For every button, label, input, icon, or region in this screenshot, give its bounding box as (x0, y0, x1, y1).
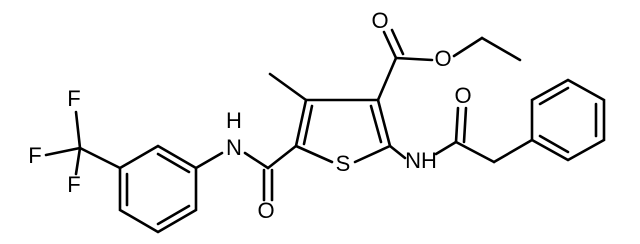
bond (156, 204, 191, 226)
atom-label: O (434, 46, 451, 71)
atom-label: O (371, 8, 388, 33)
atom-label: O (257, 198, 274, 223)
bond (454, 140, 496, 164)
bond (538, 86, 570, 106)
atom-label: O (454, 83, 471, 108)
bond (434, 140, 458, 156)
bond (376, 98, 392, 148)
bond (302, 104, 314, 146)
bonds (44, 28, 606, 234)
bond (492, 138, 534, 164)
atom-label: S (336, 151, 351, 176)
bond (294, 144, 334, 164)
bond (480, 36, 522, 62)
bond (266, 144, 298, 170)
bond (194, 151, 224, 170)
bond (44, 146, 82, 157)
bond (452, 36, 484, 58)
atom-label: F (28, 143, 41, 168)
ring (118, 144, 198, 234)
atom-label: F (67, 172, 80, 197)
bond (74, 110, 82, 150)
bond (243, 151, 270, 170)
bond (388, 144, 407, 160)
bond (390, 28, 405, 56)
bond (268, 72, 308, 102)
bond (369, 104, 383, 144)
bond (462, 106, 468, 144)
bond (376, 56, 398, 102)
bond (78, 146, 122, 170)
atom-label: F (67, 86, 80, 111)
bond (353, 144, 392, 164)
atom-labels: F F F H N O S O O NH O (28, 8, 471, 223)
bond (394, 56, 434, 62)
ring (530, 78, 606, 162)
atom-label: H (226, 108, 242, 133)
atom-label: N (226, 135, 242, 160)
atom-label: NH (405, 148, 437, 173)
bond (454, 106, 460, 144)
bond (74, 146, 82, 176)
bond (382, 30, 398, 60)
bond (156, 152, 191, 174)
bond (538, 134, 570, 154)
bond (294, 98, 308, 148)
